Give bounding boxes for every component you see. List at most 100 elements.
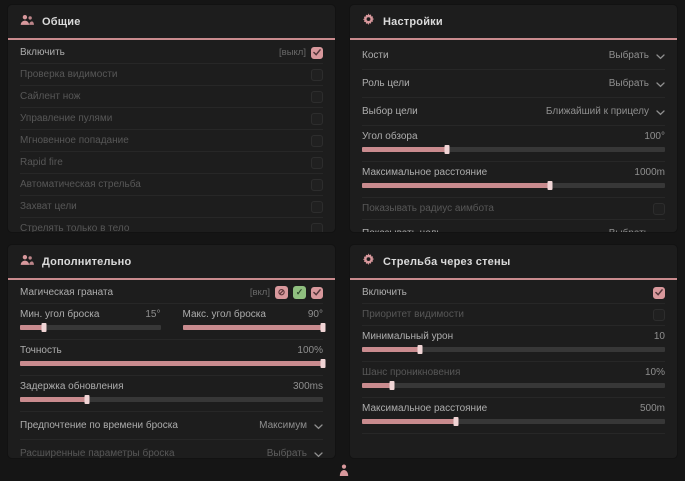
checkbox-row: Захват цели [20,196,323,218]
slider-label: Максимальное расстояние [362,167,488,178]
slider-track[interactable] [20,395,323,404]
slider: Шанс проникновения 10% [362,367,665,390]
slider-thumb[interactable] [389,381,395,390]
option-label: Приоритет видимости [362,309,465,320]
users-icon [20,253,34,271]
dropdown[interactable]: Выбрать [609,75,665,93]
panel-header: Стрельба через стены [350,245,677,278]
dropdown[interactable]: Ближайший к прицелу [546,103,665,121]
slider-value: 10 [653,331,665,342]
dropdown[interactable]: Максимум [259,417,323,435]
gear-icon [362,13,375,31]
option-label: Показывать цель [362,228,442,232]
person-icon [339,463,349,476]
slider-label-line: Шанс проникновения 10% [362,367,665,378]
panel-walls: Стрельба через стены Включить Приоритет ви… [350,245,677,458]
dropdown[interactable]: Выбрать [609,47,665,65]
option-label: Расширенные параметры броска [20,448,175,458]
option-label: Мгновенное попадание [20,135,129,146]
checkbox[interactable] [311,156,323,169]
row-controls [311,178,323,191]
slider-value: 1000m [634,167,665,178]
panel-additional: Дополнительно Магическая граната [вкл] ⊘ ✓ Ми… [8,245,335,458]
slider-track[interactable] [362,181,665,190]
option-label: Включить [362,287,407,298]
checkbox[interactable] [311,222,323,232]
row-controls [653,202,665,215]
checkbox[interactable] [311,46,323,59]
slider-thumb[interactable] [444,145,450,154]
slider-track[interactable] [362,417,665,426]
slider-label-line: Минимальный урон 10 [362,331,665,342]
slider: Угол обзора 100° [362,131,665,154]
checkbox-row: Магическая граната [вкл] ⊘ ✓ [20,282,323,304]
option-label: Включить [20,47,65,58]
slider-track[interactable] [20,359,326,368]
slider-value: 10% [644,367,665,378]
slider-row: Точность 100% [20,340,326,376]
header-accent-rule [8,38,335,40]
slider: Задержка обновления 300ms [20,381,323,404]
option-label: Кости [362,50,389,61]
slider-label-line: Точность 100% [20,345,323,356]
checkbox[interactable] [653,202,665,215]
slider-row: Задержка обновления 300ms [20,376,323,412]
checkbox-row: Сайлент нож [20,86,323,108]
row-controls [653,308,665,321]
check-icon: ✓ [293,286,306,299]
option-label: Роль цели [362,78,410,89]
checkbox-row: Стрелять только в тело [20,218,323,232]
slider-label-line: Мин. угол броска 15° [20,309,161,320]
chevron-down-icon [314,445,323,459]
gear-icon [362,253,375,271]
slider-label: Макс. угол броска [182,309,266,320]
checkbox[interactable] [311,134,323,147]
slider-row: Максимальное расстояние 1000m [362,162,665,198]
slider-value: 100% [297,345,323,356]
checkbox[interactable] [653,286,665,299]
checkbox-row: Приоритет видимости [362,304,665,326]
option-label: Автоматическая стрельба [20,179,141,190]
checkbox[interactable] [311,178,323,191]
slider-thumb[interactable] [320,323,326,332]
slider-thumb[interactable] [41,323,47,332]
slider-track[interactable] [362,381,665,390]
slider-label-line: Максимальное расстояние 1000m [362,167,665,178]
dropdown-value: Выбрать [609,228,649,232]
checkbox[interactable] [653,308,665,321]
select-row: Кости Выбрать [362,42,665,70]
slider-track[interactable] [20,323,161,332]
bind-tag: [выкл] [279,47,306,58]
panel-title: Настройки [383,16,443,28]
dropdown-value: Ближайший к прицелу [545,106,649,117]
select-row: Расширенные параметры броска Выбрать [20,440,323,458]
slider-track[interactable] [362,145,665,154]
slider-label-line: Максимальное расстояние 500m [362,403,665,414]
dropdown[interactable]: Выбрать [267,445,323,459]
slider-thumb[interactable] [417,345,423,354]
checkbox[interactable] [311,90,323,103]
row-controls [653,286,665,299]
panel-body: Кости Выбрать Роль цели Выбрать Выбор цели Бл… [350,40,677,232]
select-row: Роль цели Выбрать [362,70,665,98]
slider-thumb[interactable] [453,417,459,426]
dropdown-value: Выбрать [608,78,649,89]
bind-tag: [вкл] [249,287,270,298]
slider-thumb[interactable] [84,395,90,404]
checkbox[interactable] [311,68,323,81]
row-controls [311,134,323,147]
chevron-down-icon [314,417,323,435]
slider-label: Угол обзора [362,131,418,142]
slider-thumb[interactable] [320,359,326,368]
checkbox[interactable] [311,200,323,213]
slider-track[interactable] [362,345,665,354]
checkbox[interactable] [311,286,323,299]
dropdown[interactable]: Выбрать [609,225,665,232]
slider-track[interactable] [182,323,326,332]
slider: Точность 100% [20,345,326,368]
slider-pair-row: Мин. угол броска 15° Макс. угол броска 90° [20,304,326,340]
option-label: Сайлент нож [20,91,81,102]
panel-settings: Настройки Кости Выбрать Роль цели Выбрать Выб… [350,5,677,232]
checkbox[interactable] [311,112,323,125]
slider-thumb[interactable] [547,181,553,190]
